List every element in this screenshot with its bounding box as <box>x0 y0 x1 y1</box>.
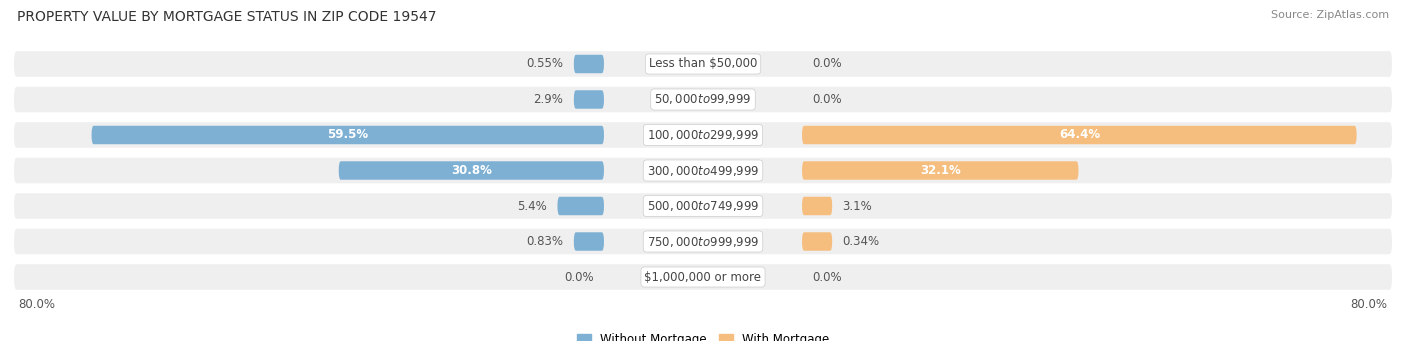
Text: 0.55%: 0.55% <box>526 58 564 71</box>
FancyBboxPatch shape <box>801 232 832 251</box>
Text: 30.8%: 30.8% <box>451 164 492 177</box>
FancyBboxPatch shape <box>14 87 1392 112</box>
FancyBboxPatch shape <box>14 158 1392 183</box>
Text: Less than $50,000: Less than $50,000 <box>648 58 758 71</box>
Text: 2.9%: 2.9% <box>534 93 564 106</box>
FancyBboxPatch shape <box>91 126 605 144</box>
Text: 0.0%: 0.0% <box>813 93 842 106</box>
FancyBboxPatch shape <box>801 197 832 215</box>
FancyBboxPatch shape <box>14 229 1392 254</box>
Text: $100,000 to $299,999: $100,000 to $299,999 <box>647 128 759 142</box>
Text: 32.1%: 32.1% <box>920 164 960 177</box>
FancyBboxPatch shape <box>557 197 605 215</box>
Text: 0.0%: 0.0% <box>813 58 842 71</box>
FancyBboxPatch shape <box>574 55 605 73</box>
FancyBboxPatch shape <box>14 51 1392 77</box>
Text: $750,000 to $999,999: $750,000 to $999,999 <box>647 235 759 249</box>
Text: 80.0%: 80.0% <box>1351 298 1388 311</box>
Legend: Without Mortgage, With Mortgage: Without Mortgage, With Mortgage <box>572 329 834 341</box>
FancyBboxPatch shape <box>801 126 1357 144</box>
FancyBboxPatch shape <box>14 193 1392 219</box>
Text: 0.34%: 0.34% <box>842 235 880 248</box>
FancyBboxPatch shape <box>14 264 1392 290</box>
Text: 64.4%: 64.4% <box>1059 129 1099 142</box>
Text: Source: ZipAtlas.com: Source: ZipAtlas.com <box>1271 10 1389 20</box>
FancyBboxPatch shape <box>574 90 605 109</box>
Text: $50,000 to $99,999: $50,000 to $99,999 <box>654 92 752 106</box>
Text: 80.0%: 80.0% <box>18 298 55 311</box>
Text: $300,000 to $499,999: $300,000 to $499,999 <box>647 163 759 178</box>
FancyBboxPatch shape <box>14 122 1392 148</box>
Text: 3.1%: 3.1% <box>842 199 872 212</box>
Text: PROPERTY VALUE BY MORTGAGE STATUS IN ZIP CODE 19547: PROPERTY VALUE BY MORTGAGE STATUS IN ZIP… <box>17 10 436 24</box>
Text: 0.0%: 0.0% <box>813 270 842 283</box>
Text: $500,000 to $749,999: $500,000 to $749,999 <box>647 199 759 213</box>
FancyBboxPatch shape <box>574 232 605 251</box>
Text: 5.4%: 5.4% <box>517 199 547 212</box>
Text: 0.83%: 0.83% <box>526 235 564 248</box>
Text: $1,000,000 or more: $1,000,000 or more <box>644 270 762 283</box>
Text: 0.0%: 0.0% <box>564 270 593 283</box>
Text: 59.5%: 59.5% <box>328 129 368 142</box>
FancyBboxPatch shape <box>339 161 605 180</box>
FancyBboxPatch shape <box>801 161 1078 180</box>
